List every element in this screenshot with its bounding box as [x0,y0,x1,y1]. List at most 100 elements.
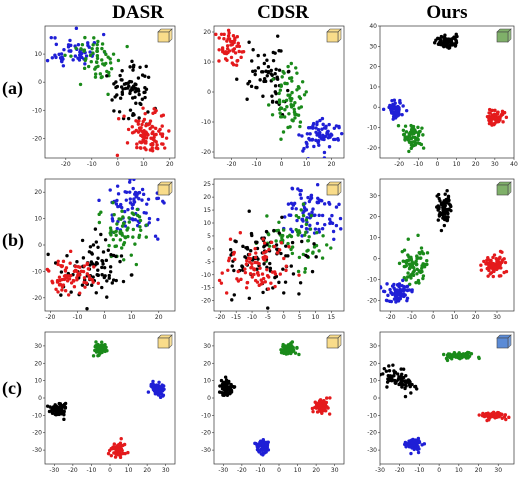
point-black [253,69,257,73]
point-black [269,68,273,73]
point-black [118,259,122,264]
point-blue [132,199,136,204]
point-blue [401,278,405,283]
point-black [286,88,290,93]
point-red [482,414,487,419]
point-green [131,235,135,239]
point-black [282,291,286,295]
point-black [138,65,142,69]
point-blue [348,128,351,131]
point-black [273,72,277,76]
point-green [290,251,295,256]
point-green [91,51,95,55]
row-label-a: (a) [2,78,23,98]
point-layer [380,350,511,456]
point-green [278,88,283,92]
point-red [239,277,243,282]
point-black [58,402,63,406]
point-red [122,442,127,447]
x-tick-label: -10 [73,314,83,321]
point-blue [142,210,146,215]
point-black [297,292,301,296]
point-red [246,256,251,260]
point-red [141,138,145,143]
point-black [80,283,85,287]
point-blue [396,105,401,110]
point-green [74,46,78,50]
point-blue [392,297,397,301]
point-blue [116,204,120,209]
point-green [281,130,286,134]
scatter-panel-b-dasr: -20 -10 0 10 20 -20 -10 0 10 20 [32,178,176,321]
point-black [224,381,228,385]
point-black [404,380,409,384]
point-blue [407,288,411,292]
point-green [126,226,130,230]
point-red [277,248,282,252]
point-green [108,57,112,61]
point-blue [412,439,416,443]
point-red [86,267,91,271]
point-red [143,111,147,116]
point-black [247,209,251,213]
point-green [284,352,288,356]
point-black [255,267,259,271]
point-blue [320,127,324,131]
point-green [452,351,457,355]
point-black [61,404,65,409]
point-red [106,451,111,456]
point-blue [133,217,137,222]
point-red [272,270,277,274]
point-red [259,282,263,286]
point-green [283,115,287,119]
point-red [123,451,127,456]
plot-frame [213,178,345,312]
point-blue [327,145,332,149]
point-black [100,258,104,263]
point-blue [155,196,159,201]
point-green [118,238,123,242]
point-green [457,356,461,360]
point-black [314,255,318,259]
point-blue [322,202,327,206]
point-red [492,269,496,274]
point-black [265,58,269,62]
point-red [139,133,143,138]
point-red [244,286,249,290]
point-blue [313,227,318,231]
point-green [306,238,311,243]
point-black [286,254,290,258]
x-tick-label: 10 [140,161,148,168]
point-red [222,37,226,41]
point-red [154,132,158,137]
point-red [325,405,329,409]
point-black [273,275,277,280]
point-red [492,265,497,270]
point-red [78,265,82,269]
point-black [437,37,441,41]
point-red [499,274,503,278]
point-black [100,285,104,290]
point-green [281,342,285,347]
point-green [302,93,307,97]
point-green [100,46,104,51]
point-green [114,244,119,248]
point-black [228,391,232,396]
point-blue [337,125,341,130]
point-green [404,130,409,134]
point-black [393,381,397,385]
y-tick-label: -30 [32,447,42,454]
point-blue [136,172,139,175]
point-black [283,280,288,284]
point-blue [327,200,331,205]
point-red [487,418,491,422]
point-black [280,215,284,219]
point-red [72,285,77,289]
point-green [303,270,307,274]
point-black [117,110,122,114]
point-blue [398,100,402,105]
point-red [220,46,225,50]
point-red [232,40,236,45]
point-black [438,213,442,217]
point-blue [327,122,331,127]
